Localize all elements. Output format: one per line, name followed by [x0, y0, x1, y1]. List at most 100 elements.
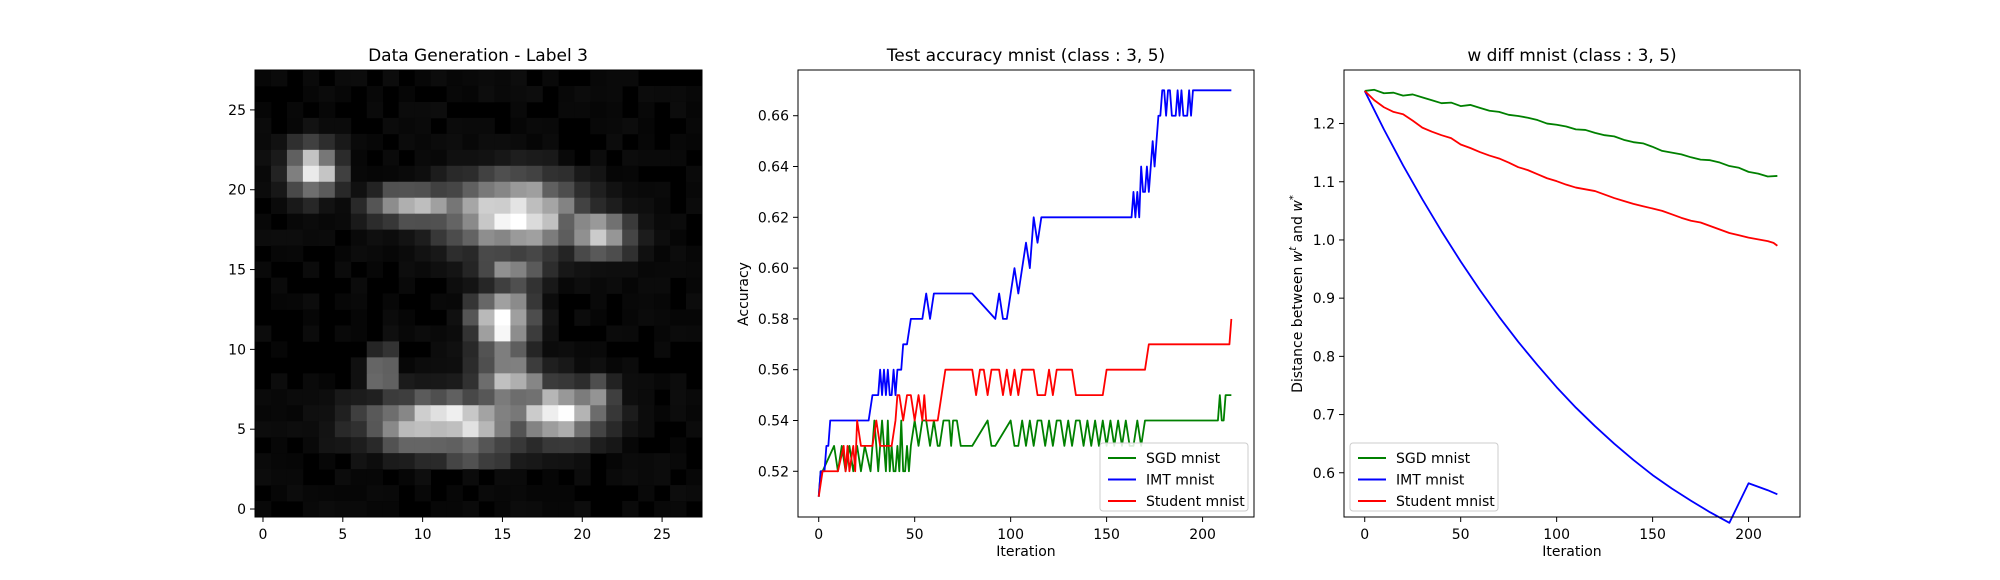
x-tick-label: 100 [1543, 527, 1570, 543]
pixel-cell [318, 165, 336, 183]
pixel-cell [302, 197, 320, 215]
pixel-cell [526, 357, 543, 374]
pixel-cell [318, 421, 336, 438]
pixel-cell [366, 133, 384, 151]
pixel-cell [382, 373, 400, 390]
x-tick-label: 100 [997, 527, 1024, 543]
pixel-cell [606, 469, 623, 486]
pixel-cell [510, 389, 527, 406]
x-tick-label: 50 [1452, 527, 1470, 543]
pixel-cell [478, 389, 495, 406]
legend-label: IMT mnist [1146, 473, 1215, 489]
pixel-cell [590, 85, 607, 103]
pixel-cell [398, 469, 416, 486]
pixel-cell [526, 261, 543, 278]
pixel-cell [382, 453, 400, 470]
pixel-cell [318, 181, 336, 199]
pixel-cell [494, 437, 511, 454]
pixel-cell [350, 405, 368, 422]
pixel-cell [622, 453, 639, 470]
x-tick-label: 0 [259, 527, 268, 543]
pixel-cell [574, 501, 591, 518]
pixel-cell [414, 101, 431, 119]
pixel-cell [446, 133, 463, 151]
pixel-cell [478, 373, 495, 390]
pixel-cell [558, 149, 575, 167]
pixel-cell [255, 261, 272, 278]
pixel-cell [686, 261, 703, 278]
pixel-cell [430, 181, 447, 199]
pixel-cell [542, 469, 559, 486]
pixel-cell [286, 117, 304, 135]
y-tick-label: 5 [237, 422, 246, 438]
pixel-cell [462, 325, 479, 342]
pixel-cell [382, 70, 400, 87]
pixel-cell [542, 373, 559, 390]
pixel-cell [606, 357, 623, 374]
pixel-cell [542, 437, 559, 454]
pixel-cell [382, 117, 400, 135]
pixel-cell [510, 405, 527, 422]
pixel-cell [558, 341, 575, 358]
pixel-cell [510, 437, 527, 454]
pixel-cell [654, 181, 671, 199]
pixel-cell [542, 325, 559, 342]
pixel-cell [542, 421, 559, 438]
pixel-cell [446, 70, 463, 87]
pixel-cell [542, 293, 559, 310]
pixel-cell [606, 245, 623, 262]
pixel-cell [334, 149, 352, 167]
pixel-cell [622, 149, 639, 167]
pixel-cell [686, 197, 703, 215]
pixel-cell [526, 309, 543, 326]
pixel-cell [318, 501, 336, 518]
pixel-cell [382, 421, 400, 438]
pixel-cell [382, 501, 400, 518]
pixel-cell [510, 101, 527, 119]
pixel-cell [414, 325, 431, 342]
pixel-cell [334, 325, 352, 342]
pixel-cell [574, 85, 591, 103]
pixel-cell [414, 453, 431, 470]
pixel-cell [654, 325, 671, 342]
pixel-cell [670, 213, 687, 231]
pixel-cell [302, 70, 320, 87]
wdiff-title: w diff mnist (class : 3, 5) [1467, 46, 1676, 66]
pixel-cell [638, 485, 655, 502]
pixel-cell [606, 229, 623, 246]
pixel-cell [414, 117, 431, 135]
pixel-cell [526, 213, 543, 231]
pixel-cell [446, 117, 463, 135]
pixel-cell [494, 501, 511, 518]
pixel-cell [542, 213, 559, 231]
pixel-cell [526, 245, 543, 262]
y-tick-label: 0.56 [758, 363, 789, 379]
pixel-cell [430, 229, 447, 246]
pixel-cell [574, 277, 591, 294]
pixel-cell [590, 245, 607, 262]
pixel-cell [526, 197, 543, 215]
pixel-cell [398, 213, 416, 231]
pixel-cell [302, 213, 320, 231]
pixel-cell [382, 309, 400, 326]
pixel-cell [350, 245, 368, 262]
pixel-cell [654, 453, 671, 470]
pixel-cell [494, 421, 511, 438]
wdiff-legend: SGD mnist IMT mnist Student mnist [1349, 442, 1499, 512]
pixel-cell [590, 373, 607, 390]
pixel-cell [430, 213, 447, 231]
pixel-cell [398, 229, 416, 246]
pixel-cell [590, 101, 607, 119]
pixel-cell [606, 133, 623, 151]
pixel-cell [430, 149, 447, 167]
y-tick-label: 0 [237, 502, 246, 518]
series-line [817, 394, 1232, 497]
pixel-cell [686, 117, 703, 135]
pixel-cell [542, 309, 559, 326]
pixel-cell [286, 133, 304, 151]
pixel-cell [270, 341, 288, 358]
pixel-cell [526, 85, 543, 103]
pixel-cell [574, 229, 591, 246]
pixel-cell [302, 85, 320, 103]
pixel-cell [574, 469, 591, 486]
